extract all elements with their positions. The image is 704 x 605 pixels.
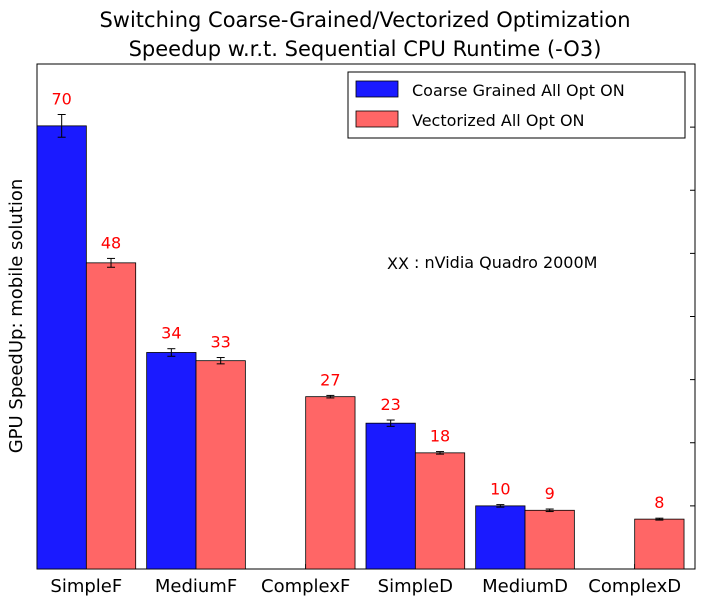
x-tick-label: SimpleD: [378, 576, 453, 597]
annotation: XX : nVidia Quadro 2000M: [387, 253, 597, 273]
chart-subtitle: Speedup w.r.t. Sequential CPU Runtime (-…: [129, 37, 602, 61]
x-tick-label: ComplexF: [261, 576, 350, 597]
data-label-vectorized: 27: [320, 370, 340, 389]
data-label-coarse: 70: [51, 90, 71, 109]
bar-vectorized: [524, 509, 575, 570]
bar-vectorized: [85, 262, 137, 570]
data-label-vectorized: 33: [211, 333, 231, 352]
bar-vectorized: [305, 396, 356, 570]
bar-vectorized: [195, 360, 246, 570]
data-label-coarse: 10: [490, 480, 510, 499]
data-label-coarse: 23: [380, 395, 400, 414]
legend-label-coarse: Coarse Grained All Opt ON: [412, 81, 625, 100]
bar-coarse: [146, 352, 197, 570]
error-bars: [57, 114, 664, 521]
bar-coarse: [365, 422, 416, 570]
data-label-coarse: 34: [161, 324, 181, 343]
data-label-vectorized: 18: [430, 427, 450, 446]
x-tick-labels: SimpleF MediumF ComplexF SimpleD MediumD Comp…: [50, 576, 681, 597]
bar-vectorized: [414, 452, 466, 570]
x-tick-label: ComplexD: [588, 576, 681, 597]
data-labels: 70 48 34 33 27 23 18 10 9 8: [51, 90, 664, 513]
data-label-vectorized: 8: [654, 493, 664, 512]
data-label-vectorized: 48: [101, 233, 121, 252]
x-tick-label: MediumF: [155, 576, 237, 597]
annotation-text: : nVidia Quadro 2000M: [414, 253, 597, 272]
x-tick-label: SimpleF: [50, 576, 122, 597]
bar-coarse: [475, 505, 526, 570]
x-tick-label: MediumD: [482, 576, 568, 597]
chart-title: Switching Coarse-Grained/Vectorized Opti…: [99, 8, 630, 32]
legend-box: [347, 71, 686, 139]
bars: [36, 125, 685, 570]
bar-vectorized: [634, 518, 685, 570]
bar-coarse: [36, 125, 87, 570]
data-label-vectorized: 9: [545, 484, 555, 503]
annotation-marker: XX: [387, 254, 409, 273]
legend-swatch-vectorized: [355, 110, 399, 128]
legend-swatch-coarse: [355, 80, 399, 98]
legend: Coarse Grained All Opt ON Vectorized All…: [347, 71, 686, 139]
legend-label-vectorized: Vectorized All Opt ON: [412, 111, 585, 130]
y-axis-label: GPU SpeedUp: mobile solution: [6, 179, 27, 454]
